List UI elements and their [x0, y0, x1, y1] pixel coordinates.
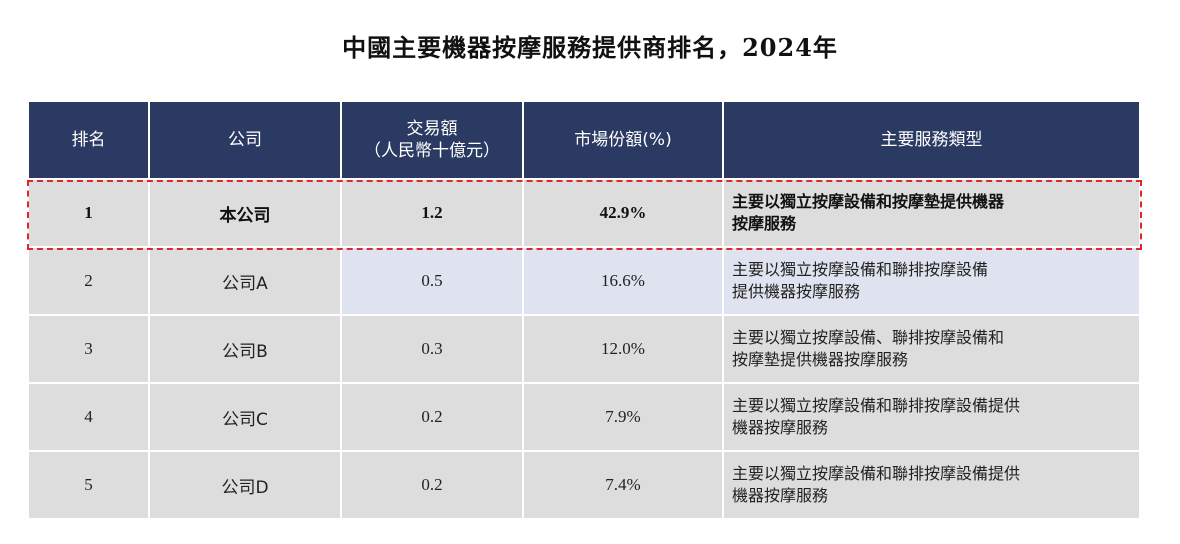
header-amount-label: 交易額 — [406, 119, 458, 139]
share-cell: 42.9% — [524, 180, 722, 246]
rank-cell: 4 — [29, 384, 148, 450]
service-cell: 主要以獨立按摩設備和聯排按摩設備提供機器按摩服務 — [724, 248, 1139, 314]
service-line: 提供機器按摩服務 — [732, 282, 861, 301]
company-cell: 公司B — [150, 316, 340, 382]
table-row: 3 公司B 0.3 12.0% 主要以獨立按摩設備、聯排按摩設備和 按摩墊提供機器按摩服務 — [29, 316, 1139, 382]
share-cell: 7.9% — [524, 384, 722, 450]
header-rank: 排名 — [29, 102, 148, 178]
company-cell: 公司C — [150, 384, 340, 450]
rank-cell: 1 — [29, 180, 148, 246]
service-line: 主要以獨立按摩設備和聯排按摩設備 — [732, 260, 989, 279]
header-share: 市場份額(%) — [524, 102, 722, 178]
share-cell: 12.0% — [524, 316, 722, 382]
amount-cell: 0.5 — [342, 248, 522, 314]
table-row: 5 公司D 0.2 7.4% 主要以獨立按摩設備和聯排按摩設備提供 機器按摩服務 — [29, 452, 1139, 518]
service-line: 機器按摩服務 — [732, 486, 829, 505]
service-line: 按摩墊提供機器按摩服務 — [732, 350, 909, 369]
rank-cell: 3 — [29, 316, 148, 382]
header-amount-unit: （人民幣十億元） — [364, 141, 500, 161]
company-cell: 公司D — [150, 452, 340, 518]
header-service: 主要服務類型 — [724, 102, 1139, 178]
rank-cell: 2 — [29, 248, 148, 314]
header-row: 排名 公司 交易額 （人民幣十億元） 市場份額(%) 主要服務類型 — [29, 102, 1139, 178]
amount-cell: 1.2 — [342, 180, 522, 246]
share-cell: 16.6% — [524, 248, 722, 314]
share-cell: 7.4% — [524, 452, 722, 518]
amount-cell: 0.2 — [342, 384, 522, 450]
service-cell: 主要以獨立按摩設備和按摩墊提供機器 按摩服務 — [724, 180, 1139, 246]
header-amount: 交易額 （人民幣十億元） — [342, 102, 522, 178]
service-line: 主要以獨立按摩設備和聯排按摩設備提供 — [732, 396, 1021, 415]
company-cell: 公司A — [150, 248, 340, 314]
rank-cell: 5 — [29, 452, 148, 518]
ranking-table: 排名 公司 交易額 （人民幣十億元） 市場份額(%) 主要服務類型 1 本公司 1.2… — [27, 100, 1141, 520]
service-cell: 主要以獨立按摩設備和聯排按摩設備提供機器按摩服務 — [724, 452, 1139, 518]
table-row: 1 本公司 1.2 42.9% 主要以獨立按摩設備和按摩墊提供機器 按摩服務 — [29, 180, 1139, 246]
amount-cell: 0.2 — [342, 452, 522, 518]
header-company: 公司 — [150, 102, 340, 178]
service-cell: 主要以獨立按摩設備和聯排按摩設備提供機器按摩服務 — [724, 384, 1139, 450]
company-cell: 本公司 — [150, 180, 340, 246]
service-line: 主要以獨立按摩設備和按摩墊提供機器 — [732, 192, 1005, 211]
table-row: 4 公司C 0.2 7.9% 主要以獨立按摩設備和聯排按摩設備提供 機器按摩服務 — [29, 384, 1139, 450]
service-line: 機器按摩服務 — [732, 418, 829, 437]
amount-cell: 0.3 — [342, 316, 522, 382]
service-line: 主要以獨立按摩設備和聯排按摩設備提供 — [732, 464, 1021, 483]
service-line: 主要以獨立按摩設備、聯排按摩設備和 — [732, 328, 1005, 347]
service-cell: 主要以獨立按摩設備、聯排按摩設備和 按摩墊提供機器按摩服務 — [724, 316, 1139, 382]
page-title: 中國主要機器按摩服務提供商排名，2024年 — [342, 33, 838, 62]
service-line: 按摩服務 — [732, 214, 797, 233]
table-row: 2 公司A 0.5 16.6% 主要以獨立按摩設備和聯排按摩設備 提供機器按摩服務 — [29, 248, 1139, 314]
